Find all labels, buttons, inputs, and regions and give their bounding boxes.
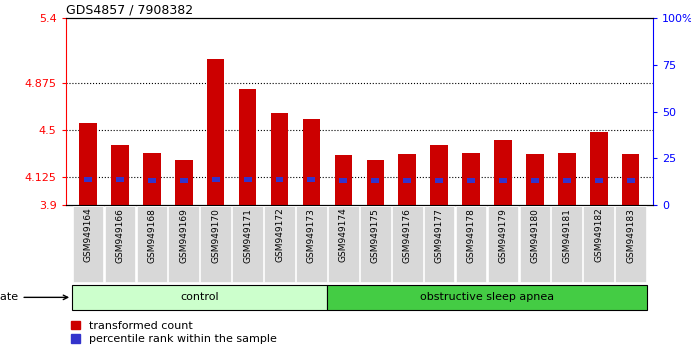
- Bar: [558, 153, 576, 205]
- FancyBboxPatch shape: [72, 285, 328, 310]
- FancyBboxPatch shape: [264, 206, 295, 282]
- Bar: [276, 177, 283, 182]
- Text: GDS4857 / 7908382: GDS4857 / 7908382: [66, 4, 193, 17]
- Bar: [430, 145, 448, 205]
- FancyBboxPatch shape: [137, 206, 167, 282]
- FancyBboxPatch shape: [328, 285, 647, 310]
- Text: GSM949177: GSM949177: [435, 208, 444, 263]
- Bar: [334, 155, 352, 205]
- Bar: [494, 140, 512, 205]
- Text: disease state: disease state: [0, 292, 68, 302]
- Text: GSM949181: GSM949181: [562, 208, 571, 263]
- Text: control: control: [180, 292, 219, 302]
- Bar: [563, 178, 571, 183]
- Bar: [435, 178, 443, 183]
- Bar: [79, 123, 97, 205]
- Text: obstructive sleep apnea: obstructive sleep apnea: [420, 292, 554, 302]
- Bar: [84, 177, 92, 182]
- Text: GSM949173: GSM949173: [307, 208, 316, 263]
- Bar: [239, 89, 256, 205]
- Bar: [404, 178, 411, 183]
- Text: GSM949182: GSM949182: [594, 208, 603, 262]
- Bar: [366, 160, 384, 205]
- Bar: [211, 177, 220, 182]
- Text: GSM949166: GSM949166: [115, 208, 124, 263]
- FancyBboxPatch shape: [488, 206, 518, 282]
- FancyBboxPatch shape: [104, 206, 135, 282]
- Text: GSM949174: GSM949174: [339, 208, 348, 262]
- FancyBboxPatch shape: [583, 206, 614, 282]
- Bar: [303, 119, 320, 205]
- Bar: [531, 178, 539, 183]
- Text: GSM949170: GSM949170: [211, 208, 220, 263]
- Text: GSM949171: GSM949171: [243, 208, 252, 263]
- Bar: [111, 145, 129, 205]
- Legend: transformed count, percentile rank within the sample: transformed count, percentile rank withi…: [71, 321, 277, 344]
- Bar: [371, 178, 379, 183]
- Bar: [143, 153, 160, 205]
- Text: GSM949183: GSM949183: [626, 208, 635, 263]
- Text: GSM949179: GSM949179: [498, 208, 507, 263]
- FancyBboxPatch shape: [424, 206, 455, 282]
- Bar: [244, 177, 252, 182]
- Bar: [180, 178, 188, 183]
- FancyBboxPatch shape: [169, 206, 199, 282]
- Bar: [526, 154, 544, 205]
- Text: GSM949180: GSM949180: [531, 208, 540, 263]
- FancyBboxPatch shape: [232, 206, 263, 282]
- Bar: [622, 154, 639, 205]
- FancyBboxPatch shape: [73, 206, 104, 282]
- FancyBboxPatch shape: [392, 206, 422, 282]
- Text: GSM949172: GSM949172: [275, 208, 284, 262]
- Text: GSM949175: GSM949175: [371, 208, 380, 263]
- Bar: [595, 178, 603, 183]
- Bar: [116, 177, 124, 182]
- Bar: [148, 178, 155, 183]
- Bar: [399, 154, 416, 205]
- Text: GSM949164: GSM949164: [84, 208, 93, 262]
- Text: GSM949178: GSM949178: [466, 208, 475, 263]
- FancyBboxPatch shape: [360, 206, 390, 282]
- FancyBboxPatch shape: [615, 206, 646, 282]
- Bar: [627, 178, 634, 183]
- FancyBboxPatch shape: [328, 206, 359, 282]
- FancyBboxPatch shape: [456, 206, 486, 282]
- Bar: [307, 177, 315, 182]
- Bar: [339, 178, 348, 183]
- Text: GSM949176: GSM949176: [403, 208, 412, 263]
- Bar: [462, 153, 480, 205]
- Text: GSM949169: GSM949169: [179, 208, 188, 263]
- Bar: [467, 178, 475, 183]
- FancyBboxPatch shape: [551, 206, 582, 282]
- FancyBboxPatch shape: [520, 206, 550, 282]
- Text: GSM949168: GSM949168: [147, 208, 156, 263]
- FancyBboxPatch shape: [296, 206, 327, 282]
- Bar: [499, 178, 507, 183]
- Bar: [271, 113, 288, 205]
- Bar: [590, 132, 607, 205]
- FancyBboxPatch shape: [200, 206, 231, 282]
- Bar: [175, 160, 193, 205]
- Bar: [207, 59, 225, 205]
